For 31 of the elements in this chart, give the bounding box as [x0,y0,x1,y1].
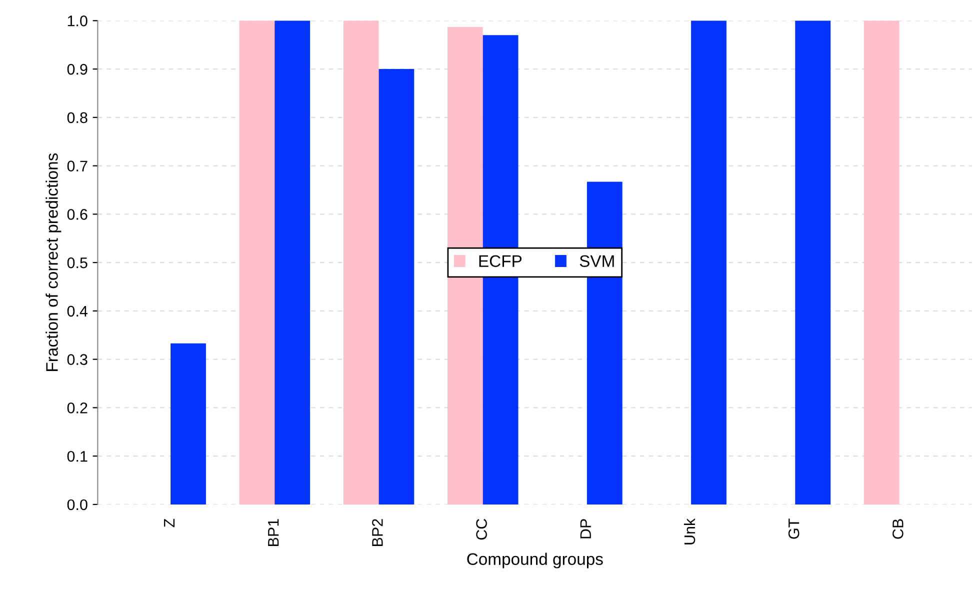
y-tick-label: 0.0 [67,499,88,510]
y-tick-label: 0.4 [67,306,88,317]
x-tick-label: Z [164,518,175,528]
x-axis-title: Compound groups [467,552,603,568]
y-tick-label: 0.9 [67,64,88,75]
x-tick-label: GT [788,518,800,539]
x-tick-label: CB [892,519,904,539]
x-tick-label: Unk [684,518,696,544]
y-tick-label: 1.0 [68,16,88,26]
x-tick-label: CC [476,518,487,540]
bar [795,20,831,504]
bar [239,20,275,504]
bar [864,20,900,504]
y-tick-label: 0.7 [67,160,88,172]
bar [343,20,379,504]
legend-label: SVM [580,255,614,268]
y-tick-label: 0.3 [67,354,88,365]
y-tick-label: 0.2 [67,402,88,414]
x-tick-label: DP [580,519,591,538]
bar [274,20,310,504]
legend-label: ECFP [479,255,522,268]
y-axis-title: Fraction of correct predictions [46,153,62,371]
bar [378,69,414,504]
y-tick-label: 0.8 [67,112,88,124]
bar [170,343,206,504]
y-tick-label: 0.5 [67,257,88,268]
bar [691,20,726,504]
x-tick-label: BP2 [372,519,383,546]
y-tick-label: 0.6 [67,209,88,220]
x-tick-label: BP1 [268,519,279,546]
y-tick-label: 0.1 [67,450,88,462]
